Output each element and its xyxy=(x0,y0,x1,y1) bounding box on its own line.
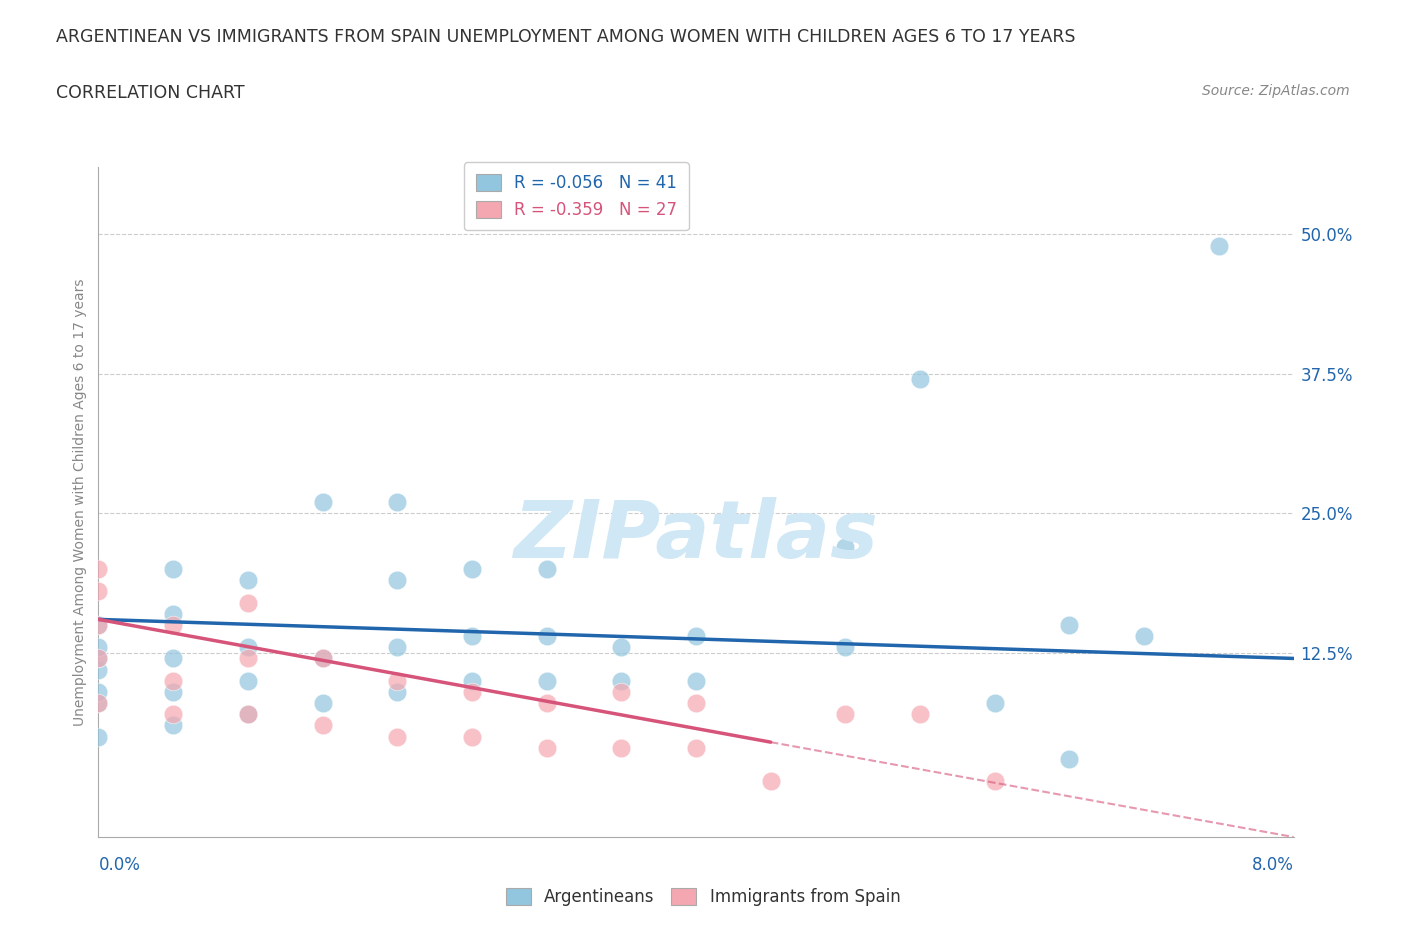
Point xyxy=(87,696,110,711)
Point xyxy=(87,640,110,655)
Point xyxy=(311,651,333,666)
Point xyxy=(1059,751,1081,766)
Point xyxy=(461,673,484,688)
Point xyxy=(87,562,110,577)
Point xyxy=(162,651,184,666)
Point xyxy=(536,673,558,688)
Point xyxy=(610,673,633,688)
Legend: R = -0.056   N = 41, R = -0.359   N = 27: R = -0.056 N = 41, R = -0.359 N = 27 xyxy=(464,163,689,231)
Point xyxy=(461,684,484,699)
Text: Source: ZipAtlas.com: Source: ZipAtlas.com xyxy=(1202,84,1350,98)
Point xyxy=(759,774,782,789)
Point xyxy=(685,673,707,688)
Point xyxy=(162,606,184,621)
Point xyxy=(536,562,558,577)
Point xyxy=(983,696,1005,711)
Point xyxy=(908,372,931,387)
Point xyxy=(536,696,558,711)
Point xyxy=(385,573,409,588)
Point xyxy=(385,729,409,744)
Point xyxy=(162,618,184,632)
Point xyxy=(87,729,110,744)
Text: ARGENTINEAN VS IMMIGRANTS FROM SPAIN UNEMPLOYMENT AMONG WOMEN WITH CHILDREN AGES: ARGENTINEAN VS IMMIGRANTS FROM SPAIN UNE… xyxy=(56,28,1076,46)
Point xyxy=(162,684,184,699)
Point xyxy=(610,684,633,699)
Point xyxy=(1208,238,1230,253)
Point xyxy=(311,718,333,733)
Point xyxy=(536,629,558,644)
Point xyxy=(461,629,484,644)
Point xyxy=(685,629,707,644)
Point xyxy=(236,573,259,588)
Point xyxy=(834,707,856,722)
Legend: Argentineans, Immigrants from Spain: Argentineans, Immigrants from Spain xyxy=(499,881,907,912)
Point xyxy=(87,662,110,677)
Point xyxy=(236,595,259,610)
Point xyxy=(236,707,259,722)
Point xyxy=(162,718,184,733)
Point xyxy=(162,673,184,688)
Point xyxy=(236,707,259,722)
Point xyxy=(610,640,633,655)
Point xyxy=(385,673,409,688)
Point xyxy=(87,684,110,699)
Point xyxy=(311,696,333,711)
Point xyxy=(236,651,259,666)
Point xyxy=(236,673,259,688)
Point xyxy=(385,495,409,510)
Point xyxy=(908,707,931,722)
Point xyxy=(236,640,259,655)
Text: CORRELATION CHART: CORRELATION CHART xyxy=(56,84,245,101)
Point xyxy=(1059,618,1081,632)
Point xyxy=(461,562,484,577)
Point xyxy=(1133,629,1156,644)
Text: 0.0%: 0.0% xyxy=(98,856,141,874)
Point xyxy=(834,539,856,554)
Point xyxy=(162,562,184,577)
Point xyxy=(87,651,110,666)
Point xyxy=(162,707,184,722)
Point xyxy=(385,684,409,699)
Point xyxy=(87,618,110,632)
Text: 8.0%: 8.0% xyxy=(1251,856,1294,874)
Point xyxy=(87,584,110,599)
Point xyxy=(610,740,633,755)
Point xyxy=(385,640,409,655)
Point xyxy=(685,740,707,755)
Point xyxy=(87,618,110,632)
Point xyxy=(536,740,558,755)
Point xyxy=(685,696,707,711)
Point xyxy=(87,696,110,711)
Text: ZIPatlas: ZIPatlas xyxy=(513,497,879,575)
Point xyxy=(311,651,333,666)
Point xyxy=(461,729,484,744)
Point xyxy=(983,774,1005,789)
Y-axis label: Unemployment Among Women with Children Ages 6 to 17 years: Unemployment Among Women with Children A… xyxy=(73,278,87,726)
Point xyxy=(87,651,110,666)
Point xyxy=(311,495,333,510)
Point xyxy=(834,640,856,655)
